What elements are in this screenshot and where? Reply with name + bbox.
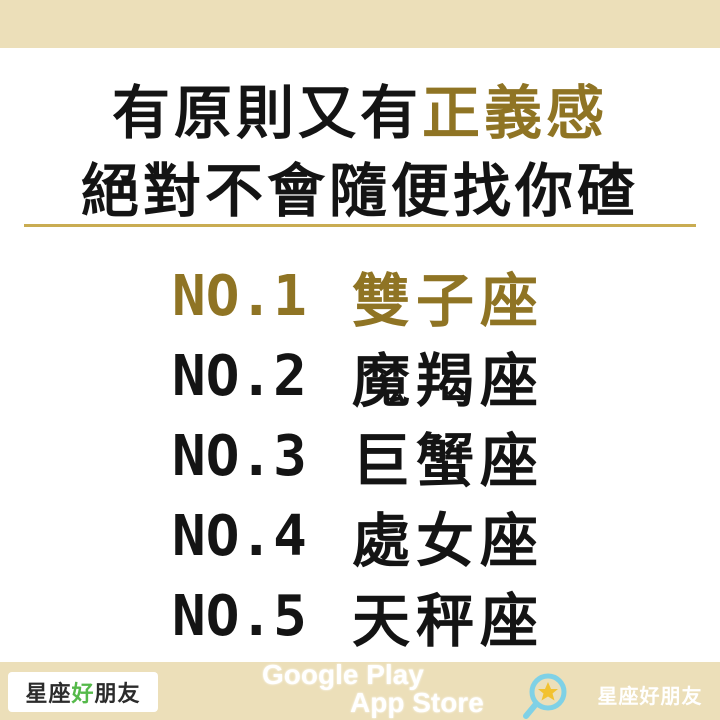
zodiac-sign: 雙子座 [352, 267, 545, 335]
headline-line-1: 有原則又有正義感 [0, 66, 720, 150]
rank-number: NO.1 [172, 263, 307, 329]
zodiac-sign: 巨蟹座 [352, 427, 545, 495]
brand-left-part-a: 星座 [25, 682, 72, 707]
rank-number: NO.3 [172, 423, 307, 489]
ranking-row: NO.5 天秤座 [172, 576, 692, 656]
ranking-row: NO.4 處女座 [172, 496, 692, 576]
store-label-google-play: Google Play [262, 659, 424, 690]
brand-left-part-c: 朋友 [94, 682, 141, 707]
store-label-app-store: App Store [350, 687, 484, 718]
magnifier-star-icon [523, 673, 567, 719]
divider [24, 224, 696, 227]
ranking-row: NO.3 巨蟹座 [172, 416, 692, 496]
top-band [0, 0, 720, 48]
rank-number: NO.5 [172, 583, 307, 649]
ranking-row: NO.2 魔羯座 [172, 336, 692, 416]
brand-logo-left: 星座好朋友 [8, 672, 158, 712]
headline-accent: 正義感 [422, 79, 609, 147]
rank-number: NO.2 [172, 343, 307, 409]
zodiac-sign: 魔羯座 [352, 347, 545, 415]
brand-left-part-b: 好 [71, 682, 95, 707]
zodiac-sign: 天秤座 [352, 587, 545, 655]
zodiac-sign: 處女座 [352, 507, 545, 575]
brand-logo-right: 星座好朋友 [597, 683, 703, 708]
headline-line-2: 絕對不會隨便找你碴 [80, 157, 639, 225]
headline-plain: 有原則又有 [111, 79, 422, 147]
ranking-list: NO.1 雙子座 NO.2 魔羯座 NO.3 巨蟹座 NO.4 處女座 NO.5… [172, 256, 692, 656]
ranking-row: NO.1 雙子座 [172, 256, 692, 336]
rank-number: NO.4 [172, 503, 307, 569]
